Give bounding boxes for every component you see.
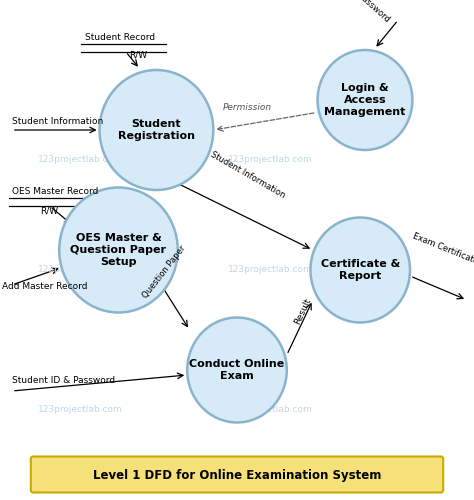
Circle shape xyxy=(59,188,178,312)
Circle shape xyxy=(187,318,287,422)
Text: 123projectlab.com: 123projectlab.com xyxy=(38,156,123,164)
Text: OES Master Record: OES Master Record xyxy=(12,187,98,196)
Text: Student Record: Student Record xyxy=(85,32,155,42)
Text: Question Paper: Question Paper xyxy=(141,244,188,300)
Text: 123projectlab.com: 123projectlab.com xyxy=(38,406,123,414)
Text: Exam Certificate: Exam Certificate xyxy=(411,232,474,266)
Text: Student Information: Student Information xyxy=(209,150,286,200)
Circle shape xyxy=(318,50,412,150)
Text: Permission: Permission xyxy=(223,104,272,112)
FancyBboxPatch shape xyxy=(31,456,443,492)
Text: R/W: R/W xyxy=(129,51,147,60)
Text: Add Master Record: Add Master Record xyxy=(2,282,88,291)
Text: Certificate &
Report: Certificate & Report xyxy=(320,259,400,281)
Text: R/W: R/W xyxy=(40,207,58,216)
Text: 123projectlab.com: 123projectlab.com xyxy=(38,266,123,274)
Circle shape xyxy=(100,70,213,190)
Text: Level 1 DFD for Online Examination System: Level 1 DFD for Online Examination Syste… xyxy=(93,468,381,481)
Text: Student ID & Password: Student ID & Password xyxy=(12,376,115,385)
Text: Conduct Online
Exam: Conduct Online Exam xyxy=(190,359,284,381)
Text: 123projectlab.com: 123projectlab.com xyxy=(228,156,312,164)
Circle shape xyxy=(310,218,410,322)
Text: Student
Registration: Student Registration xyxy=(118,119,195,141)
Text: 123projectlab.com: 123projectlab.com xyxy=(228,406,312,414)
Text: OES Master &
Question Paper
Setup: OES Master & Question Paper Setup xyxy=(71,234,166,266)
Text: Student Information: Student Information xyxy=(12,117,103,126)
Text: Result: Result xyxy=(293,296,313,326)
Text: User Name & Password: User Name & Password xyxy=(313,0,392,24)
Text: 123projectlab.com: 123projectlab.com xyxy=(228,266,312,274)
Text: Login &
Access
Management: Login & Access Management xyxy=(324,84,406,116)
